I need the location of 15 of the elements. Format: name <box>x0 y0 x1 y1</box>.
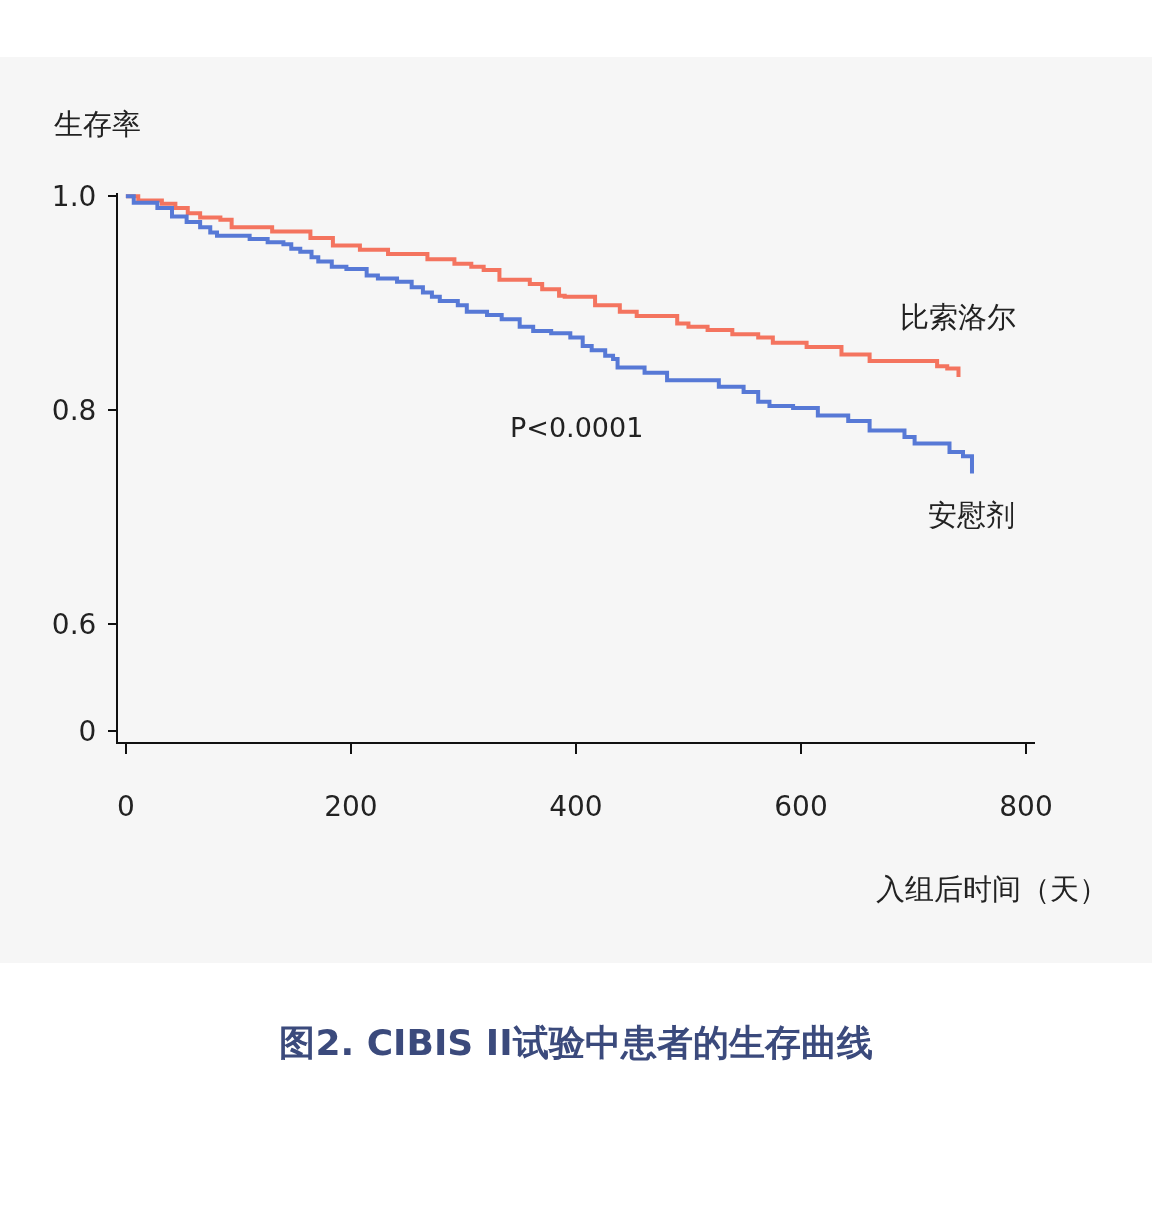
x-tick-label: 0 <box>116 789 135 823</box>
x-tick-label: 400 <box>549 789 603 823</box>
x-tick-label: 800 <box>999 789 1053 823</box>
annotation: P<0.0001 <box>510 412 644 443</box>
y-tick-label: 0 <box>78 715 97 749</box>
x-axis-title: 入组后时间（天） <box>876 872 1108 906</box>
text: 图2. CIBIS II试验中患者的生存曲线 <box>279 1021 873 1063</box>
y-axis-title: 生存率 <box>54 107 141 141</box>
series-label: 安慰剂 <box>928 498 1015 532</box>
x-tick-label: 600 <box>774 789 828 823</box>
y-tick-label: 1.0 <box>51 180 97 214</box>
y-tick-label: 0.8 <box>51 394 97 428</box>
x-tick-label: 200 <box>324 789 378 823</box>
series-label: 比索洛尔 <box>900 300 1016 334</box>
y-tick-label: 0.6 <box>51 608 97 642</box>
